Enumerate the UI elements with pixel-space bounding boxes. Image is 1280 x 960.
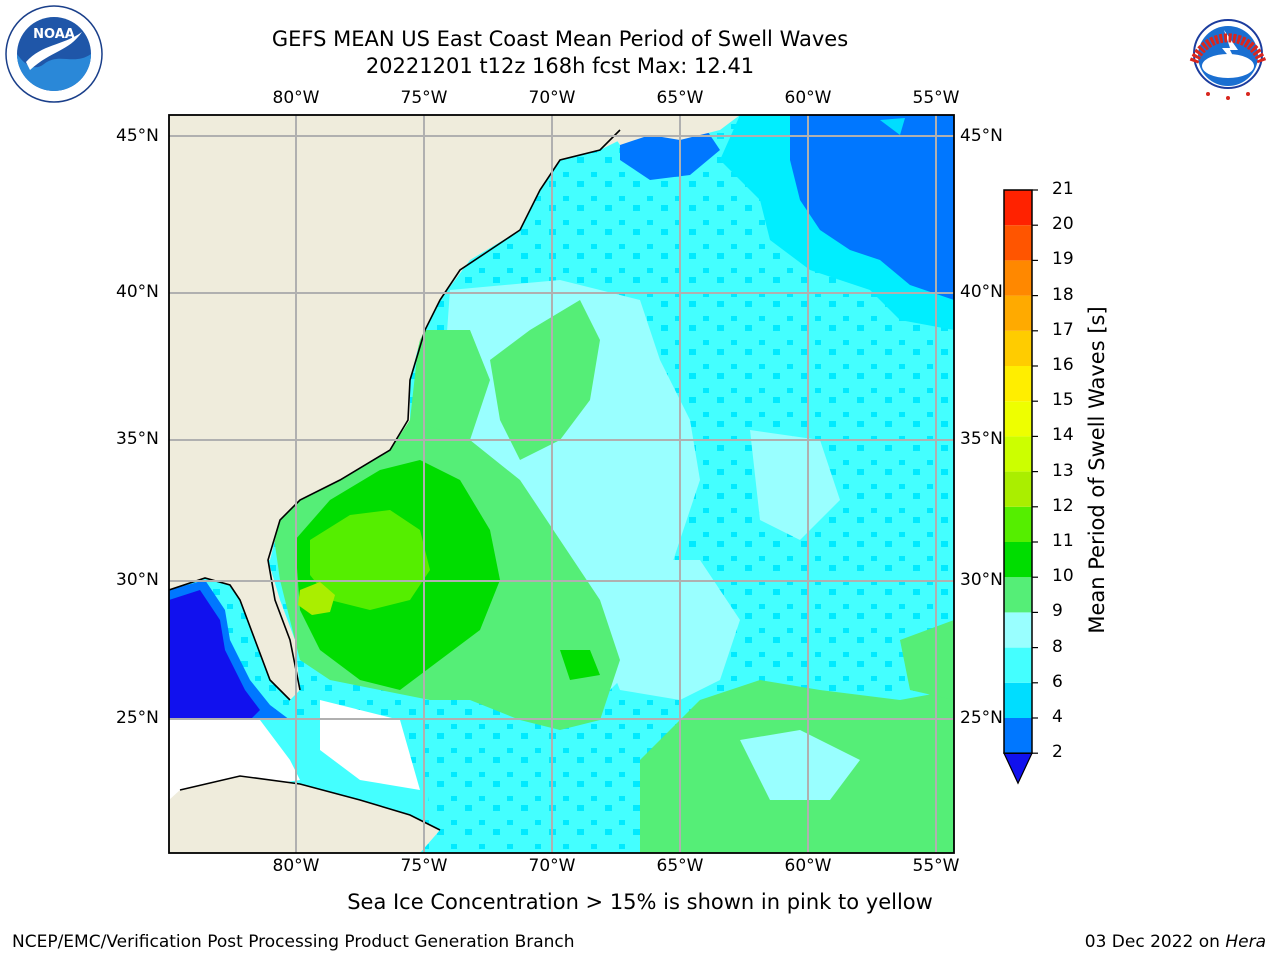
colorbar-bin <box>1004 542 1032 578</box>
lon-label-top-75w: 75°W <box>400 88 448 108</box>
lon-label-top-60w: 60°W <box>784 88 832 108</box>
nws-logo <box>1180 6 1276 102</box>
lat-label-left-30n: 30°N <box>116 570 159 590</box>
colorbar-bin <box>1004 436 1032 472</box>
max-period-patch <box>298 582 335 615</box>
colorbar-tick-label: 18 <box>1052 284 1074 305</box>
footer-date: 03 Dec 2022 on Hera <box>1084 932 1266 952</box>
colorbar-tick-label: 19 <box>1052 249 1074 270</box>
colorbar-tick-label: 17 <box>1052 319 1074 340</box>
colorbar-tick-label: 12 <box>1052 495 1074 516</box>
us-landmass <box>169 115 640 560</box>
lon-label-bottom-70w: 70°W <box>528 856 576 876</box>
colorbar-bin <box>1004 225 1032 261</box>
colorbar-bin <box>1004 718 1032 754</box>
svg-text:NOAA: NOAA <box>33 27 75 42</box>
colorbar-tick-label: 8 <box>1052 636 1063 657</box>
lon-label-top-80w: 80°W <box>272 88 320 108</box>
lon-label-bottom-55w: 55°W <box>912 856 960 876</box>
colorbar-under-arrow <box>1003 752 1033 785</box>
colorbar-bin <box>1004 295 1032 331</box>
ocean-9-10s-region <box>490 300 600 460</box>
lon-label-top-70w: 70°W <box>528 88 576 108</box>
colorbar-bin <box>1004 506 1032 542</box>
lat-label-left-40n: 40°N <box>116 282 159 302</box>
colorbar-bin <box>1004 330 1032 366</box>
colorbar-bin <box>1004 647 1032 683</box>
lon-label-bottom-75w: 75°W <box>400 856 448 876</box>
lon-label-top-65w: 65°W <box>656 88 704 108</box>
lat-label-right-45n: 45°N <box>960 126 1003 146</box>
lat-label-right-30n: 30°N <box>960 570 1003 590</box>
colorbar-tick-label: 4 <box>1052 707 1063 727</box>
footer-branch: NCEP/EMC/Verification Post Processing Pr… <box>12 932 575 952</box>
colorbar-tick-label: 2 <box>1052 742 1063 763</box>
lat-label-right-40n: 40°N <box>960 282 1003 302</box>
noaa-logo: NOAA <box>5 5 103 103</box>
colorbar-bin <box>1004 190 1032 226</box>
lon-label-bottom-65w: 65°W <box>656 856 704 876</box>
colorbar-bin <box>1004 577 1032 613</box>
colorbar <box>1003 189 1038 785</box>
map-gridlines <box>169 115 954 853</box>
colorbar-title: Mean Period of Swell Waves [s] <box>1085 306 1109 634</box>
colorbar-bin <box>1004 612 1032 648</box>
colorbar-tick-label: 6 <box>1052 671 1063 692</box>
colorbar-tick-label: 20 <box>1052 214 1074 235</box>
colorbar-tick-label: 21 <box>1052 179 1074 199</box>
lat-label-left-25n: 25°N <box>116 708 159 728</box>
colorbar-tick-label: 13 <box>1052 460 1074 481</box>
colorbar-tick-label: 10 <box>1052 566 1074 587</box>
cuba-landmass <box>169 776 440 853</box>
footer-host: Hera <box>1225 932 1266 952</box>
lon-label-bottom-60w: 60°W <box>784 856 832 876</box>
lon-label-bottom-80w: 80°W <box>272 856 320 876</box>
lat-label-left-45n: 45°N <box>116 126 159 146</box>
colorbar-bin <box>1004 682 1032 718</box>
colorbar-tick-label: 11 <box>1052 531 1074 551</box>
lat-label-right-35n: 35°N <box>960 429 1003 449</box>
lat-label-right-25n: 25°N <box>960 708 1003 728</box>
sea-ice-note: Sea Ice Concentration > 15% is shown in … <box>347 890 933 914</box>
chart-title-line2: 20221201 t12z 168h fcst Max: 12.41 <box>365 54 755 78</box>
lon-label-top-55w: 55°W <box>912 88 960 108</box>
colorbar-tick-label: 9 <box>1052 601 1063 622</box>
colorbar-tick-label: 14 <box>1052 425 1074 446</box>
colorbar-tick-label: 16 <box>1052 355 1074 375</box>
colorbar-tick-label: 15 <box>1052 390 1074 411</box>
ocean-2-4s-region <box>790 115 954 300</box>
colorbar-bin <box>1004 471 1032 507</box>
map-frame <box>168 114 955 854</box>
colorbar-bin <box>1004 260 1032 296</box>
lat-label-left-35n: 35°N <box>116 429 159 449</box>
colorbar-bin <box>1004 366 1032 402</box>
colorbar-bin <box>1004 401 1032 437</box>
chart-title-line1: GEFS MEAN US East Coast Mean Period of S… <box>271 27 849 51</box>
